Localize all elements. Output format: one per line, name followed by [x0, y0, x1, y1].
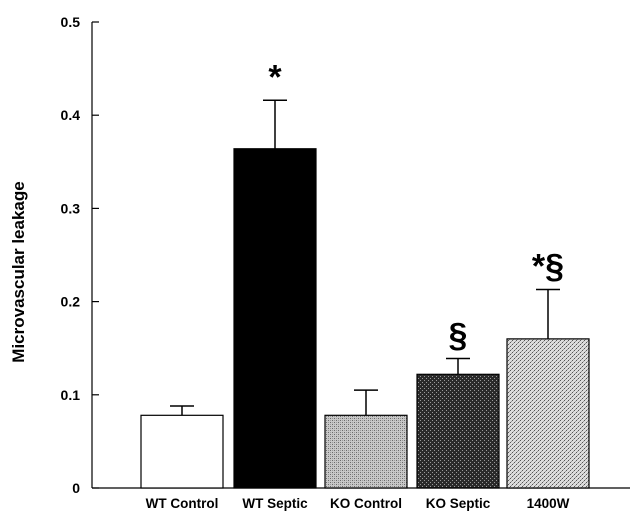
x-tick-label: KO Septic	[426, 496, 491, 511]
y-tick-label: 0.2	[61, 294, 81, 310]
significance-marker: *§	[532, 247, 564, 285]
y-tick-label: 0.5	[61, 14, 81, 30]
significance-marker: *	[268, 58, 282, 96]
y-tick-label: 0.1	[61, 387, 81, 403]
bar-wt-septic	[233, 148, 317, 489]
bar-ko-septic	[416, 373, 500, 489]
labels: WT Control WT Septic * KO Control KO Septic §…	[146, 58, 570, 511]
y-tick-label: 0.3	[61, 200, 81, 216]
y-axis-label: Microvascular leakage	[9, 181, 28, 362]
x-tick-label: WT Control	[146, 496, 219, 511]
significance-marker: §	[449, 316, 468, 354]
bar-wt-control	[140, 414, 224, 489]
x-tick-label: 1400W	[527, 496, 570, 511]
y-tick-label: 0.4	[61, 107, 81, 123]
bar-1400w	[506, 338, 590, 489]
bar-ko-control	[324, 414, 408, 489]
x-tick-label: WT Septic	[242, 496, 308, 511]
y-tick-label: 0	[72, 480, 80, 496]
x-tick-label: KO Control	[330, 496, 402, 511]
bars	[140, 99, 590, 489]
